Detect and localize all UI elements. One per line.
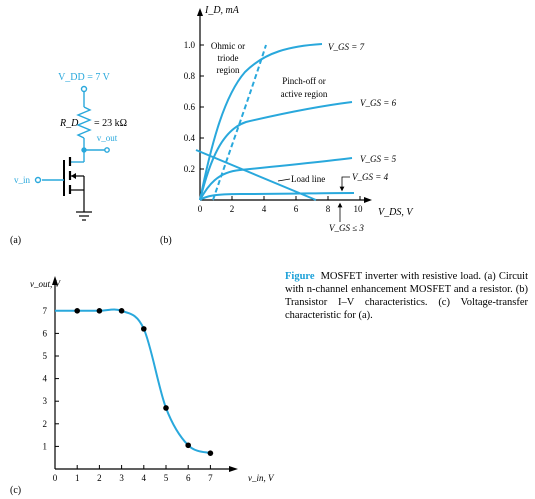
vgs3-label: V_GS ≤ 3 [329,223,364,233]
iv-ytick: 0.2 [184,164,195,174]
iv-xtick: 0 [198,204,203,214]
iv-xtick: 10 [354,204,364,214]
iv-y-arrowhead [197,8,203,16]
iv-ytick: 1.0 [184,40,196,50]
vtc-xtick-label: 7 [208,473,213,483]
vtc-xtick-label: 2 [97,473,102,483]
vtc-xtick-label: 3 [119,473,124,483]
iv-xtick: 4 [262,204,267,214]
iv-ytick: 0.8 [184,71,196,81]
vgs4-pointer [339,176,350,192]
vtc-ylabel: v_out, V [30,279,61,289]
panel-label-b: (b) [160,235,172,246]
vtc-ytick-label: 2 [43,419,48,429]
vtc-data-point [141,326,147,332]
vtc-ytick-label: 7 [43,306,48,316]
vgs7-label: V_GS = 7 [328,42,365,52]
ohmic-label: region [217,65,240,75]
pinchoff-label: Pinch-off or [282,76,326,86]
vtc-x-arrowhead [229,466,238,472]
pinchoff-label: active region [281,89,328,99]
vtc-xtick-label: 0 [53,473,58,483]
vtc-ytick-label: 1 [43,441,48,451]
caption-text: MOSFET inverter with resistive load. (a)… [285,271,528,321]
iv-xtick: 2 [230,204,235,214]
resistor-symbol [76,106,92,139]
iv-plot: 1.0 0.8 0.6 0.4 0.2 0 2 4 6 8 10 I_D, mA… [184,5,415,233]
panel-label-a: (a) [10,235,21,246]
circuit-diagram [34,85,110,221]
vtc-xtick-label: 4 [142,473,147,483]
vtc-y-arrowhead [52,276,58,285]
figure-caption: Figure MOSFET inverter with resistive loa… [285,270,528,322]
ground-symbol [76,211,92,221]
vtc-curve-line [55,308,211,455]
vgs6-label: V_GS = 6 [360,98,397,108]
vtc-xtick-label: 1 [75,473,80,483]
vtc-xtick-label: 5 [164,473,169,483]
panel-label-c: (c) [10,485,21,496]
resistor-label: R_D [59,118,79,129]
vtc-data-point [96,308,103,314]
curve-vgs4 [199,192,355,201]
vtc-data-point [163,405,169,411]
iv-xlabel: V_DS, V [378,207,414,218]
vgs4-label: V_GS = 4 [352,172,389,182]
curve-vgs7 [199,43,323,201]
iv-xtick: 6 [294,204,299,214]
vtc-xlabel: v_in, V [248,473,275,483]
load-line-label: Load line [291,174,325,184]
input-terminal [34,176,42,184]
vtc-data-point [185,442,191,449]
curve-vgs5 [199,157,353,201]
input-label: v_in [14,175,31,185]
iv-x-arrowhead [364,197,372,203]
vtc-ytick-label: 3 [43,396,48,406]
load-line [195,149,317,201]
saturation-boundary [212,44,267,201]
vtc-data-point [207,450,214,456]
resistor-value: = 23 kΩ [94,118,127,129]
supply-label: V_DD = 7 V [58,72,111,83]
vtc-ytick-label: 5 [43,351,48,361]
iv-ytick: 0.6 [184,102,196,112]
ohmic-label: triode [218,53,239,63]
output-label: v_out [97,133,118,143]
vtc-xtick-label: 6 [186,473,191,483]
output-terminal [104,147,110,153]
vtc-ytick-label: 6 [43,328,48,338]
iv-ytick: 0.4 [184,133,196,143]
vtc-data-point [74,308,80,314]
ohmic-label: Ohmic or [211,41,245,51]
vgs5-label: V_GS = 5 [360,154,397,164]
iv-xtick: 8 [326,204,331,214]
supply-node [80,85,88,93]
iv-ylabel: I_D, mA [204,5,240,16]
caption-figure-word: Figure [285,271,315,282]
vtc-ytick-label: 4 [43,374,48,384]
curve-vgs6 [199,101,353,201]
transfer-chart: 0 1 2 3 4 5 6 7 1 2 3 4 5 6 7 v_out, V v_in, V [30,276,275,483]
vtc-data-point [118,308,125,314]
load-line-pointer [277,178,291,182]
